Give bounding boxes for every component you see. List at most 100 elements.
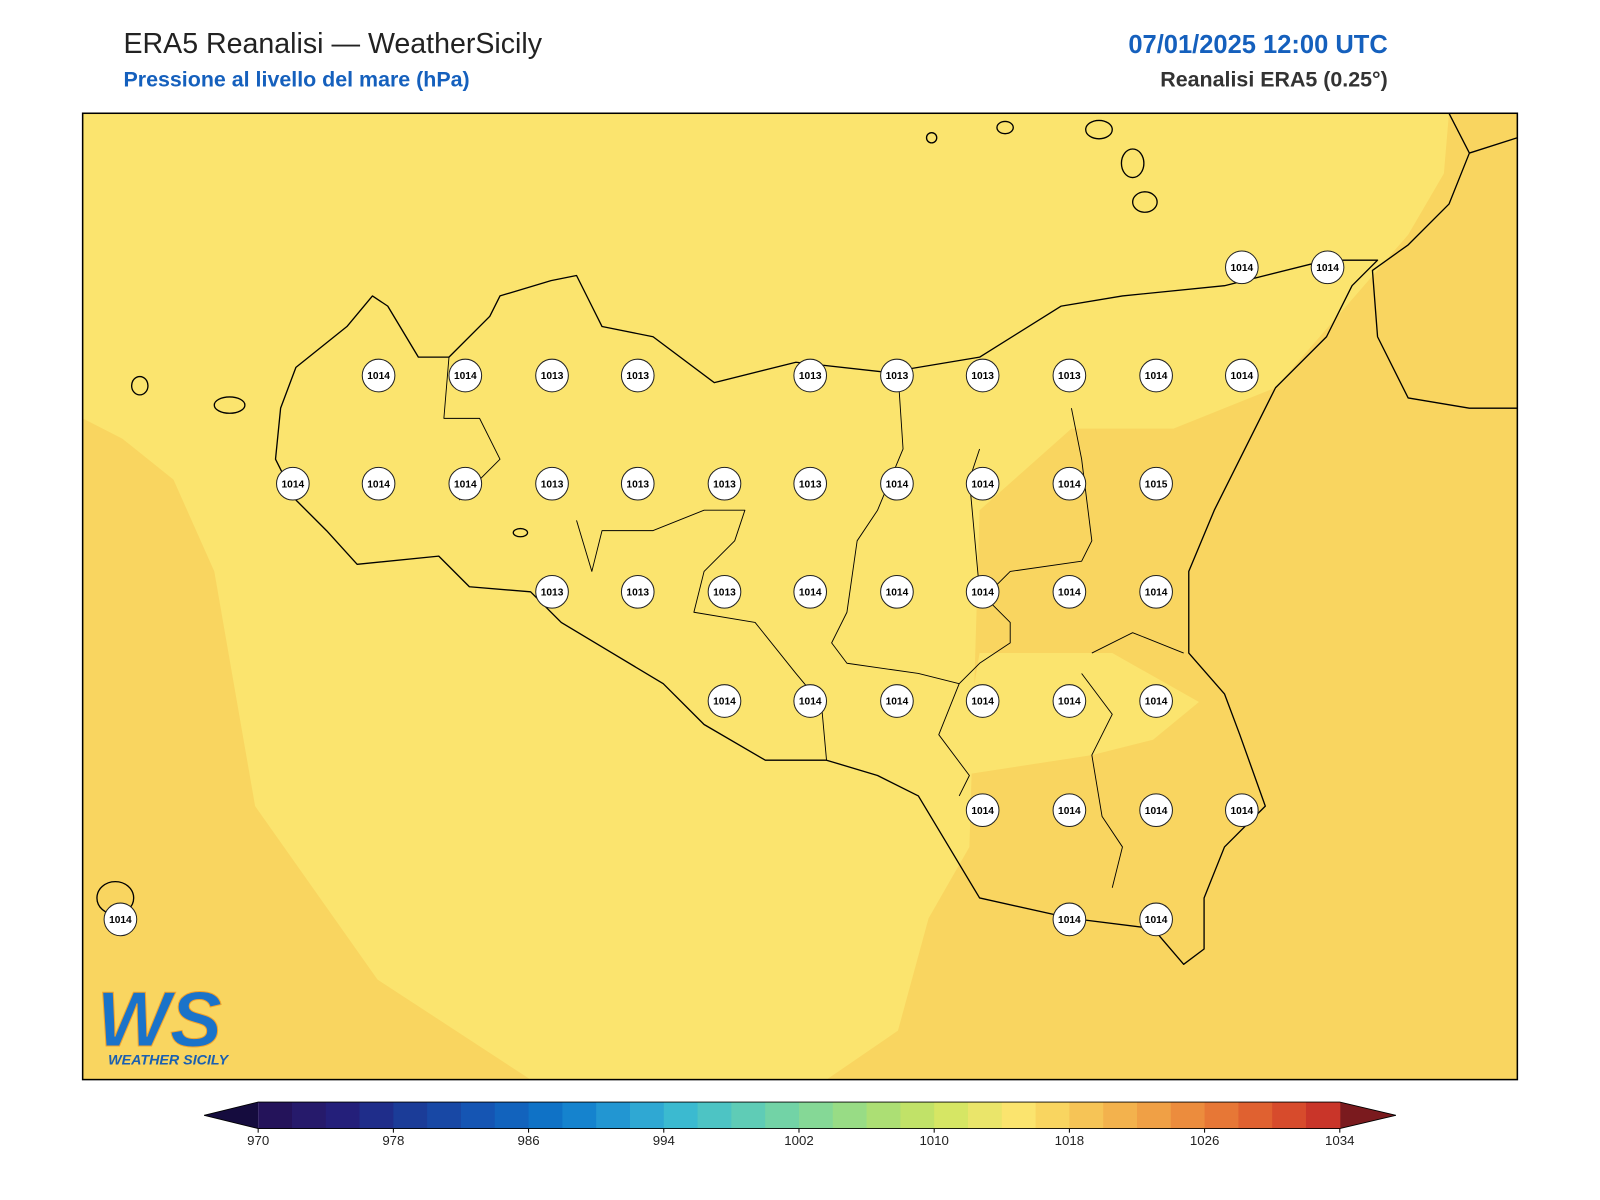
station-marker [1310, 250, 1345, 285]
station-value: 1014 [971, 697, 994, 708]
colorbar-tick-label: 1010 [919, 1133, 948, 1148]
station-value: 1013 [626, 479, 649, 490]
title: ERA5 Reanalisi — WeatherSicily [123, 28, 542, 60]
station-value: 1014 [1058, 915, 1081, 926]
station-value: 1014 [1231, 371, 1254, 382]
station: 1014 [276, 466, 310, 501]
station-value: 1014 [1058, 697, 1081, 708]
field [82, 418, 531, 1080]
colorbar-tick-label: 986 [518, 1133, 540, 1148]
colorbar-swatch [291, 1102, 327, 1129]
coastline [1371, 113, 1518, 409]
station-value: 1013 [971, 371, 994, 382]
station-value: 1014 [1145, 588, 1168, 599]
island [130, 375, 149, 396]
island [1131, 191, 1158, 213]
station-value: 1014 [1316, 263, 1339, 274]
station-value: 1014 [1231, 806, 1254, 817]
station-marker [880, 358, 914, 393]
station-value: 1014 [1145, 371, 1168, 382]
island [1120, 148, 1145, 179]
station: 1014 [793, 684, 828, 718]
station-value: 1013 [541, 588, 564, 599]
colorbar-swatch [494, 1102, 530, 1129]
station: 1014 [793, 575, 828, 609]
station-value: 1014 [1058, 479, 1081, 490]
station-marker [535, 358, 569, 393]
colorbar-swatch [596, 1102, 631, 1129]
station-value: 1013 [799, 479, 822, 490]
colorbar-swatch [765, 1102, 800, 1129]
station-value: 1014 [799, 588, 822, 599]
station-marker [361, 358, 396, 393]
station: 1014 [1052, 793, 1087, 828]
station: 1014 [361, 466, 396, 501]
logo: WS WEATHER SICILY [96, 976, 229, 1068]
colorbar-swatch [1170, 1102, 1206, 1129]
station-value: 1014 [886, 588, 909, 599]
station-marker [620, 358, 655, 393]
station: 1014 [1225, 793, 1259, 828]
colorbar-swatch [1001, 1102, 1037, 1129]
colorbar-swatch [325, 1102, 361, 1129]
station-value: 1014 [454, 479, 477, 490]
source: Reanalisi ERA5 (0.25°) [1160, 68, 1387, 92]
station: 1014 [1139, 684, 1173, 718]
station-marker [793, 575, 828, 609]
map: 1014 1014 1014 1014 1013 1013 1013 1013 1013 1013… [81, 112, 1519, 1081]
station-value: 1014 [1058, 588, 1081, 599]
station-marker [965, 684, 1000, 718]
station: 1014 [1139, 575, 1173, 609]
colorbar-swatch [866, 1102, 901, 1129]
subtitle: Pressione al livello del mare (hPa) [123, 68, 469, 92]
station-value: 1014 [886, 479, 909, 490]
station-value: 1014 [1145, 915, 1168, 926]
station-marker [793, 684, 828, 718]
island [1085, 119, 1113, 140]
station-value: 1013 [1058, 371, 1081, 382]
station-value: 1014 [886, 697, 909, 708]
colorbar-swatch [1204, 1102, 1239, 1129]
station-marker [1139, 575, 1173, 609]
station-value: 1013 [626, 371, 649, 382]
station: 1013 [793, 466, 828, 501]
colorbar-over [1339, 1102, 1396, 1129]
colorbar-swatch [427, 1102, 462, 1129]
station-marker [1225, 793, 1259, 828]
station-marker [707, 575, 742, 609]
island [996, 120, 1014, 135]
colorbar-swatch [731, 1102, 766, 1129]
colorbar-swatch [629, 1102, 665, 1129]
station-marker [1052, 684, 1087, 718]
station-value: 1014 [367, 371, 390, 382]
station-marker [707, 684, 742, 718]
station-value: 1014 [1145, 697, 1168, 708]
station-value: 1014 [799, 697, 822, 708]
station: 1013 [535, 575, 569, 609]
station-marker [965, 793, 1000, 828]
station-value: 1014 [367, 479, 390, 490]
colorbar-swatch [460, 1102, 496, 1129]
station-marker [448, 358, 483, 393]
colorbar: 970 978 986 994 1002 1010 1018 1026 1034 [203, 1101, 1397, 1148]
station-marker [793, 466, 828, 501]
station: 1014 [965, 684, 1000, 718]
station: 1013 [793, 358, 828, 393]
station: 1014 [1052, 466, 1087, 501]
station: 1014 [965, 575, 1000, 609]
station: 1014 [448, 466, 483, 501]
colorbar-swatch [562, 1102, 597, 1129]
colorbar-swatch [258, 1102, 293, 1129]
colorbar-swatch [900, 1102, 935, 1129]
station-marker [1139, 358, 1173, 393]
station-marker [880, 684, 914, 718]
station: 1014 [1139, 793, 1173, 828]
colorbar-swatch [528, 1102, 563, 1129]
station-marker [793, 358, 828, 393]
station: 1013 [620, 358, 655, 393]
station: 1014 [1052, 575, 1087, 609]
station-value: 1014 [971, 806, 994, 817]
station: 1014 [880, 466, 914, 501]
colorbar-swatch [832, 1102, 868, 1129]
